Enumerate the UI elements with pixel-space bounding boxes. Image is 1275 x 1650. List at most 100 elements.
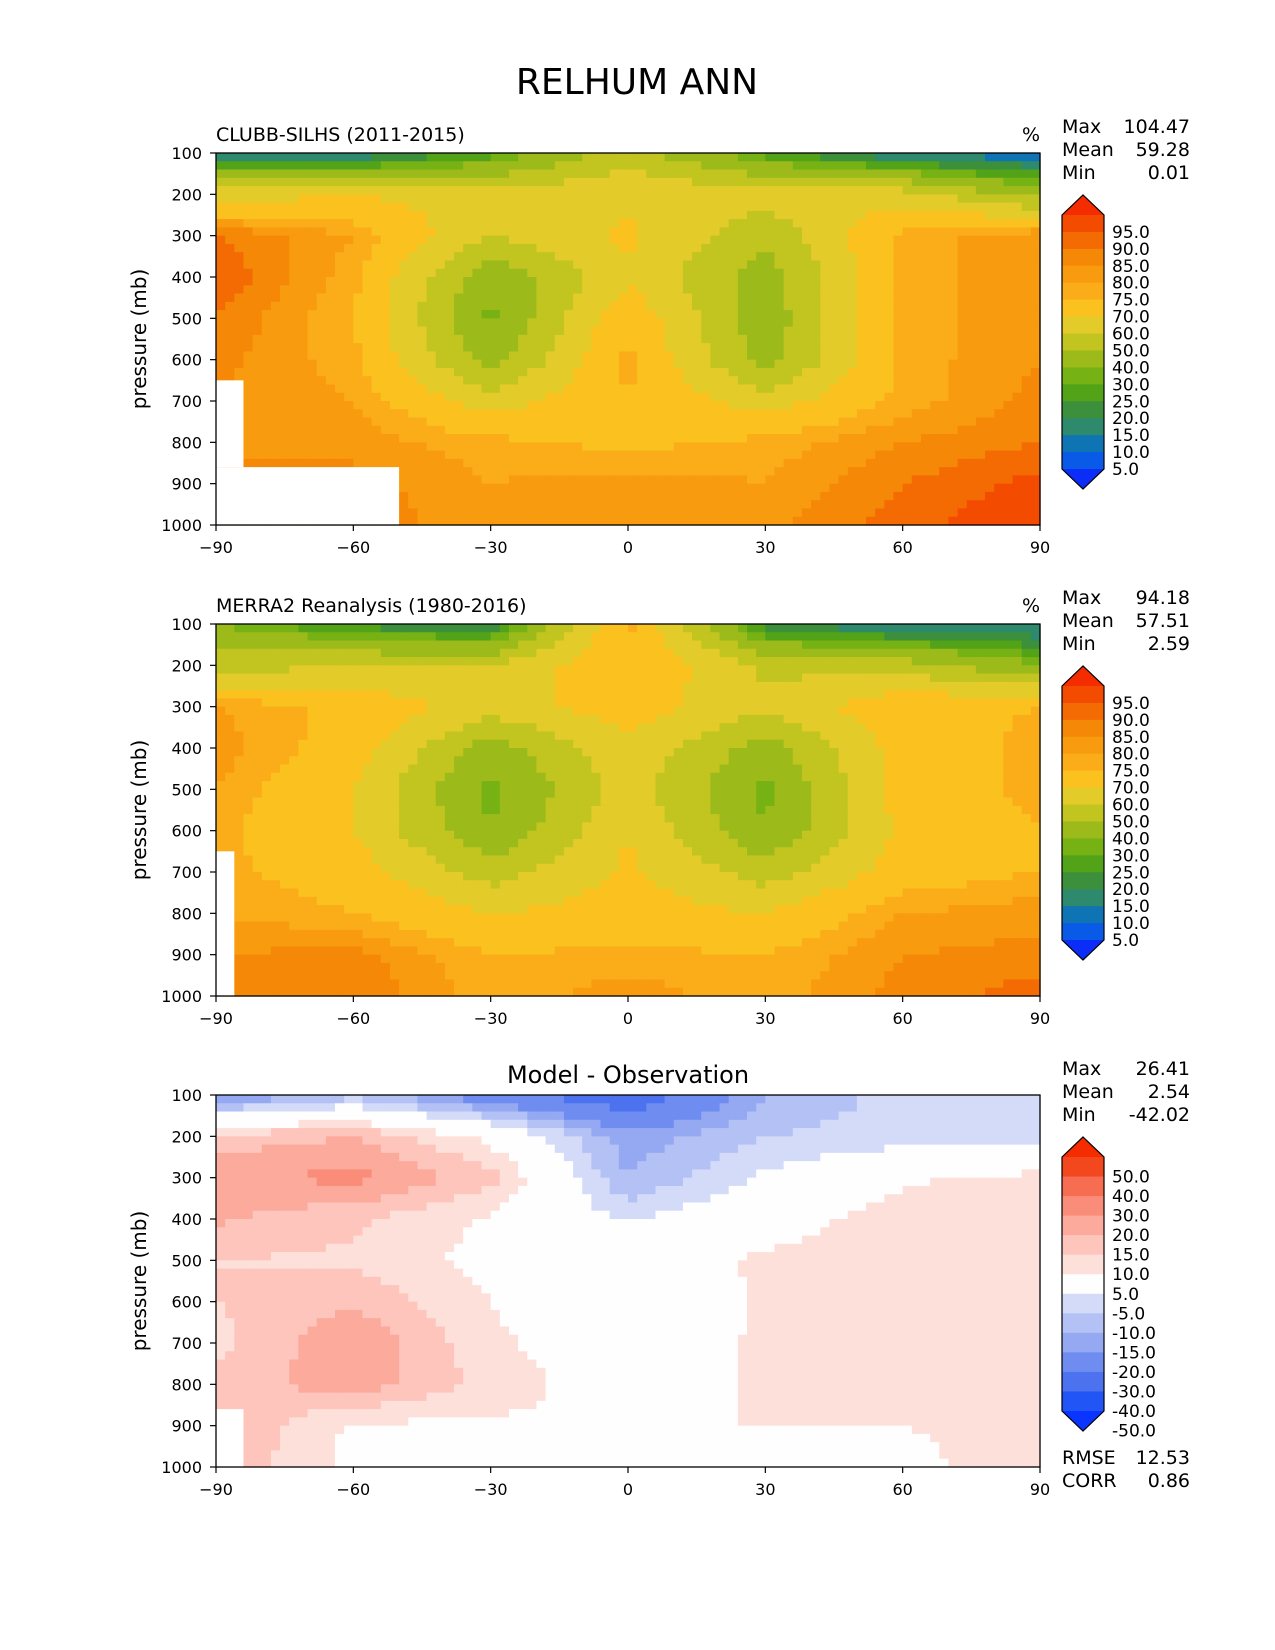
contour-cell [911,624,922,633]
contour-cell [655,351,666,361]
contour-cell [280,285,290,295]
contour-cell [600,194,611,204]
contour-cell [417,359,428,369]
contour-cell [609,326,620,336]
contour-cell [408,500,419,510]
contour-cell [609,310,620,319]
contour-cell [573,698,583,708]
contour-cell [490,186,501,195]
contour-cell [884,268,895,278]
contour-cell [628,475,638,485]
contour-cell [1003,690,1014,699]
contour-cell [646,153,657,162]
contour-cell [1012,516,1023,526]
contour-cell [994,500,1004,510]
contour-cell [490,227,501,237]
contour-cell [298,450,309,460]
contour-cell [481,219,492,228]
contour-cell [563,467,574,476]
contour-cell [280,194,290,204]
contour-cell [554,483,565,493]
contour-cell [985,194,995,204]
contour-cell [719,169,730,179]
contour-cell [820,384,831,394]
contour-cell [298,334,309,344]
contour-cell [719,326,730,336]
contour-cell [655,301,666,311]
contour-cell [792,516,803,526]
contour-cell [243,252,254,262]
contour-cell [884,202,895,212]
contour-cell [811,227,821,237]
contour-cell [847,417,858,427]
contour-cell [847,648,858,658]
contour-cell [692,500,702,510]
contour-cell [270,334,281,344]
contour-cell [444,442,455,452]
contour-cell [371,640,382,650]
contour-cell [591,392,602,402]
contour-cell [975,177,986,187]
contour-cell [747,516,757,526]
contour-cell [325,690,336,699]
contour-cell [728,442,739,452]
contour-cell [454,227,464,237]
contour-cell [664,640,675,650]
contour-cell [426,268,437,278]
contour-cell [966,210,977,220]
contour-cell [911,161,922,171]
contour-cell [811,293,821,303]
contour-cell [957,260,968,270]
contour-cell [270,417,281,427]
contour-cell [820,442,831,452]
contour-cell [637,227,647,237]
contour-cell [335,392,345,402]
contour-cell [1003,632,1014,642]
contour-cell [737,277,748,286]
contour-cell [527,310,538,319]
contour-cell [1030,483,1041,493]
contour-cell [783,268,794,278]
contour-cell [939,343,950,352]
contour-cell [957,334,968,344]
contour-cell [270,318,281,328]
contour-cell [261,202,272,212]
contour-cell [975,169,986,179]
contour-cell [820,475,831,485]
contour-cell [216,343,226,352]
contour-cell [902,252,913,262]
contour-cell [902,450,913,460]
contour-cell [600,343,611,352]
contour-cell [838,334,849,344]
contour-cell [774,310,785,319]
contour-cell [325,376,336,386]
contour-cell [234,301,245,311]
contour-cell [536,367,547,377]
contour-cell [280,235,290,245]
contour-cell [930,343,940,352]
contour-cell [664,202,675,212]
contour-cell [975,648,986,658]
contour-cell [884,194,895,204]
contour-cell [985,681,995,691]
contour-cell [728,202,739,212]
contour-cell [820,648,831,658]
contour-cell [325,343,336,352]
contour-cell [756,425,766,435]
contour-cell [701,698,711,708]
contour-cell [1012,673,1023,683]
contour-cell [774,483,785,493]
contour-cell [902,483,913,493]
contour-cell [371,384,382,394]
contour-cell [710,293,721,303]
contour-cell [820,334,831,344]
contour-cell [481,458,492,468]
contour-cell [1021,483,1032,493]
contour-cell [646,442,657,452]
contour-cell [499,657,510,666]
contour-cell [243,169,254,179]
contour-cell [563,376,574,386]
contour-cell [994,624,1004,633]
contour-cell [527,252,538,262]
contour-cell [939,483,950,493]
